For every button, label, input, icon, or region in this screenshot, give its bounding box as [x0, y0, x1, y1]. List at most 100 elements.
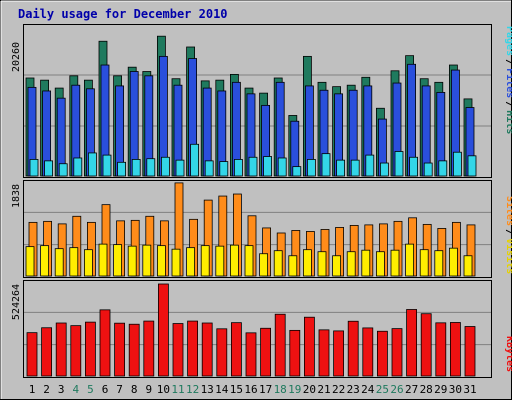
- kbytes-bar: [318, 329, 330, 377]
- sites-bar: [25, 246, 35, 277]
- sites-bar: [229, 244, 239, 277]
- kbytes-bar: [376, 330, 388, 377]
- x-tick-label: 1: [29, 383, 36, 396]
- x-tick-label: 24: [361, 383, 375, 396]
- kbytes-bar: [347, 320, 359, 377]
- kbytes-bar: [85, 321, 96, 377]
- pages-bar: [306, 159, 316, 177]
- kbytes-bar: [260, 327, 272, 377]
- pages-bar: [467, 155, 477, 177]
- pages-bar: [204, 160, 214, 177]
- x-tick-label: 21: [317, 383, 330, 396]
- pages-bar: [102, 154, 112, 177]
- x-tick-label: 26: [390, 383, 403, 396]
- chart-title: Daily usage for December 2010: [18, 7, 228, 21]
- legend-sites: Sites: [504, 196, 512, 226]
- kbytes-bar: [362, 327, 374, 377]
- x-tick-label: 12: [186, 383, 199, 396]
- sites-bar: [113, 244, 122, 277]
- sites-bar: [346, 251, 356, 277]
- kbytes-bar: [114, 322, 125, 377]
- kbytes-bar: [128, 323, 140, 377]
- sites-bar: [244, 245, 254, 277]
- sites-bar: [405, 243, 415, 277]
- pages-bar: [160, 156, 170, 177]
- pages-bar: [438, 160, 448, 177]
- x-tick-label: 9: [145, 383, 152, 396]
- kbytes-bar: [420, 313, 432, 377]
- middle-ymax-label: 1838: [11, 184, 22, 208]
- kbytes-bar: [274, 313, 286, 377]
- pages-bar: [29, 159, 39, 177]
- bottom-ymax-label: 524264: [11, 284, 22, 320]
- sites-bar: [259, 253, 269, 277]
- sites-bar: [98, 243, 108, 277]
- kbytes-bar: [201, 322, 213, 377]
- kbytes-bar: [391, 328, 403, 377]
- kbytes-bar: [464, 326, 476, 377]
- pages-bar: [233, 159, 243, 177]
- kbytes-bar: [172, 323, 184, 377]
- x-tick-label: 23: [347, 383, 360, 396]
- x-tick-label: 28: [420, 383, 433, 396]
- kbytes-bar: [55, 322, 67, 377]
- sites-bar: [142, 244, 152, 277]
- sites-bar: [332, 255, 342, 277]
- pages-bar: [277, 157, 287, 177]
- kbytes-bar: [99, 309, 111, 377]
- sites-bar: [448, 247, 458, 277]
- x-tick-label: 13: [201, 383, 214, 396]
- kbytes-bar: [157, 283, 169, 377]
- x-tick-label: 15: [230, 383, 243, 396]
- sites-bar: [288, 255, 298, 277]
- sites-bar: [186, 247, 196, 277]
- x-tick-label: 10: [157, 383, 170, 396]
- kbytes-bar: [216, 328, 228, 377]
- sites-bar: [84, 249, 93, 277]
- x-tick-label: 11: [171, 383, 184, 396]
- x-tick-label: 30: [449, 383, 462, 396]
- kbytes-bar: [230, 322, 242, 377]
- pages-bar: [452, 151, 462, 177]
- pages-bar: [394, 151, 404, 177]
- x-tick-label: 25: [376, 383, 389, 396]
- pages-bar: [88, 152, 97, 177]
- x-tick-label: 6: [102, 383, 109, 396]
- sites-bar: [419, 249, 429, 277]
- legend-pages: Pages: [504, 26, 512, 56]
- pages-bar: [350, 159, 360, 177]
- sites-bar: [215, 245, 225, 277]
- pages-bar: [44, 160, 53, 177]
- top-ymax-label: 20260: [11, 42, 22, 72]
- pages-bar: [58, 163, 68, 177]
- x-tick-label: 4: [72, 383, 79, 396]
- x-tick-label: 31: [463, 383, 476, 396]
- sites-bar: [434, 250, 444, 277]
- pages-bar: [379, 162, 389, 177]
- sites-bar: [375, 251, 385, 277]
- pages-bar: [263, 156, 273, 177]
- pages-bar: [365, 154, 375, 177]
- legend-kbytes: KBytes: [504, 336, 512, 372]
- sites-bar: [361, 249, 371, 277]
- sites-bar: [54, 248, 64, 277]
- legend-visits: Visits: [504, 238, 512, 274]
- x-tick-label: 5: [87, 383, 94, 396]
- x-tick-label: 14: [215, 383, 229, 396]
- sites-bar: [156, 245, 166, 277]
- kbytes-bar: [26, 332, 38, 377]
- pages-bar: [73, 157, 83, 177]
- sites-bar: [200, 245, 210, 277]
- pages-bar: [248, 156, 258, 177]
- sites-bar: [273, 250, 283, 277]
- legend-hits: Hits: [504, 110, 512, 134]
- pages-bar: [131, 159, 141, 177]
- kbytes-bar: [187, 320, 199, 377]
- sites-bar: [40, 245, 49, 277]
- kbytes-bar: [41, 327, 52, 377]
- x-tick-label: 20: [303, 383, 316, 396]
- middle-right-legend: Sites/Visits: [504, 196, 512, 274]
- pages-bar: [175, 159, 185, 177]
- x-tick-label: 7: [116, 383, 123, 396]
